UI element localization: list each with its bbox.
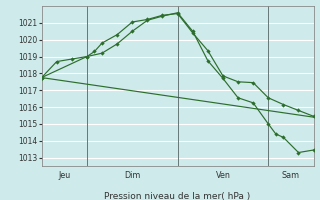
Text: Ven: Ven [215,171,230,180]
Text: Pression niveau de la mer( hPa ): Pression niveau de la mer( hPa ) [104,192,251,200]
Text: Sam: Sam [282,171,300,180]
Text: Jeu: Jeu [58,171,70,180]
Text: Dim: Dim [124,171,140,180]
